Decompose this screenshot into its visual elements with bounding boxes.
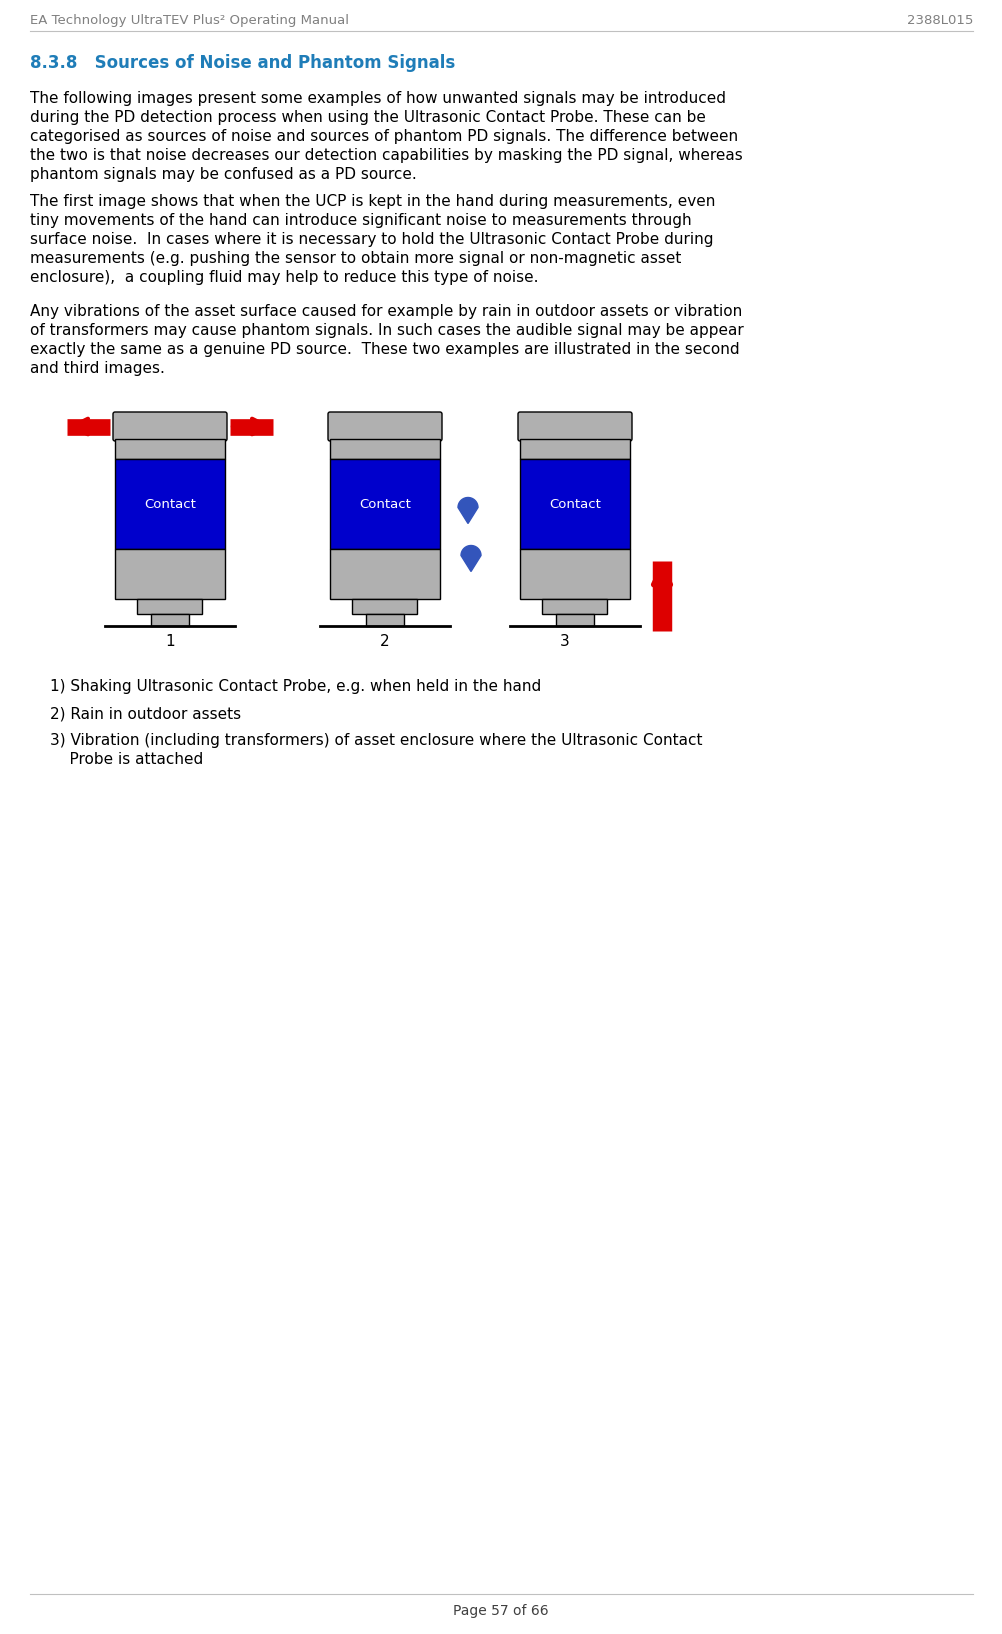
Text: Contact: Contact [359, 497, 411, 510]
Text: during the PD detection process when using the Ultrasonic Contact Probe. These c: during the PD detection process when usi… [30, 109, 705, 124]
Text: 1) Shaking Ultrasonic Contact Probe, e.g. when held in the hand: 1) Shaking Ultrasonic Contact Probe, e.g… [50, 680, 541, 694]
Bar [542, 600, 607, 614]
Text: The following images present some examples of how unwanted signals may be introd: The following images present some exampl… [30, 92, 725, 106]
Text: EA Technology UltraTEV Plus² Operating Manual: EA Technology UltraTEV Plus² Operating M… [30, 15, 349, 28]
Bar [330, 459, 440, 549]
Text: 3) Vibration (including transformers) of asset enclosure where the Ultrasonic Co: 3) Vibration (including transformers) of… [50, 734, 701, 748]
Text: 8.3.8   Sources of Noise and Phantom Signals: 8.3.8 Sources of Noise and Phantom Signa… [30, 54, 455, 72]
Bar [366, 614, 404, 626]
Polygon shape [458, 497, 478, 523]
Text: Contact: Contact [548, 497, 600, 510]
Text: exactly the same as a genuine PD source.  These two examples are illustrated in : exactly the same as a genuine PD source.… [30, 342, 738, 356]
Polygon shape [461, 546, 481, 572]
Text: measurements (e.g. pushing the sensor to obtain more signal or non-magnetic asse: measurements (e.g. pushing the sensor to… [30, 252, 680, 266]
Text: of transformers may cause phantom signals. In such cases the audible signal may : of transformers may cause phantom signal… [30, 324, 743, 338]
Text: 2388L015: 2388L015 [906, 15, 972, 28]
Text: 1: 1 [165, 634, 174, 649]
Text: Any vibrations of the asset surface caused for example by rain in outdoor assets: Any vibrations of the asset surface caus… [30, 304, 741, 319]
Bar [115, 549, 224, 600]
Bar [330, 549, 440, 600]
FancyBboxPatch shape [517, 412, 631, 441]
Text: phantom signals may be confused as a PD source.: phantom signals may be confused as a PD … [30, 167, 417, 181]
Bar [115, 459, 224, 549]
Bar [519, 459, 629, 549]
Bar [115, 440, 224, 459]
Text: the two is that noise decreases our detection capabilities by masking the PD sig: the two is that noise decreases our dete… [30, 149, 742, 163]
Text: enclosure),  a coupling fluid may help to reduce this type of noise.: enclosure), a coupling fluid may help to… [30, 270, 538, 284]
Bar [519, 549, 629, 600]
Text: Page 57 of 66: Page 57 of 66 [453, 1605, 548, 1618]
Text: The first image shows that when the UCP is kept in the hand during measurements,: The first image shows that when the UCP … [30, 194, 714, 209]
Bar [519, 440, 629, 459]
Bar [330, 440, 440, 459]
Text: Probe is attached: Probe is attached [50, 752, 203, 766]
Text: categorised as sources of noise and sources of phantom PD signals. The differenc: categorised as sources of noise and sour… [30, 129, 737, 144]
Bar [137, 600, 202, 614]
FancyBboxPatch shape [113, 412, 226, 441]
Text: and third images.: and third images. [30, 361, 164, 376]
Text: 2) Rain in outdoor assets: 2) Rain in outdoor assets [50, 706, 240, 721]
Bar [555, 614, 593, 626]
Text: 2: 2 [380, 634, 390, 649]
Text: 3: 3 [559, 634, 569, 649]
Text: tiny movements of the hand can introduce significant noise to measurements throu: tiny movements of the hand can introduce… [30, 212, 691, 229]
Text: surface noise.  In cases where it is necessary to hold the Ultrasonic Contact Pr: surface noise. In cases where it is nece… [30, 232, 712, 247]
Bar [151, 614, 188, 626]
Text: Contact: Contact [144, 497, 195, 510]
FancyBboxPatch shape [328, 412, 442, 441]
Bar [352, 600, 417, 614]
